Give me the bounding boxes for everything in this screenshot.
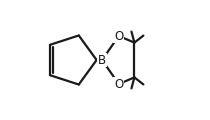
Text: O: O xyxy=(114,30,123,42)
Text: B: B xyxy=(98,54,106,66)
Text: O: O xyxy=(114,78,123,90)
